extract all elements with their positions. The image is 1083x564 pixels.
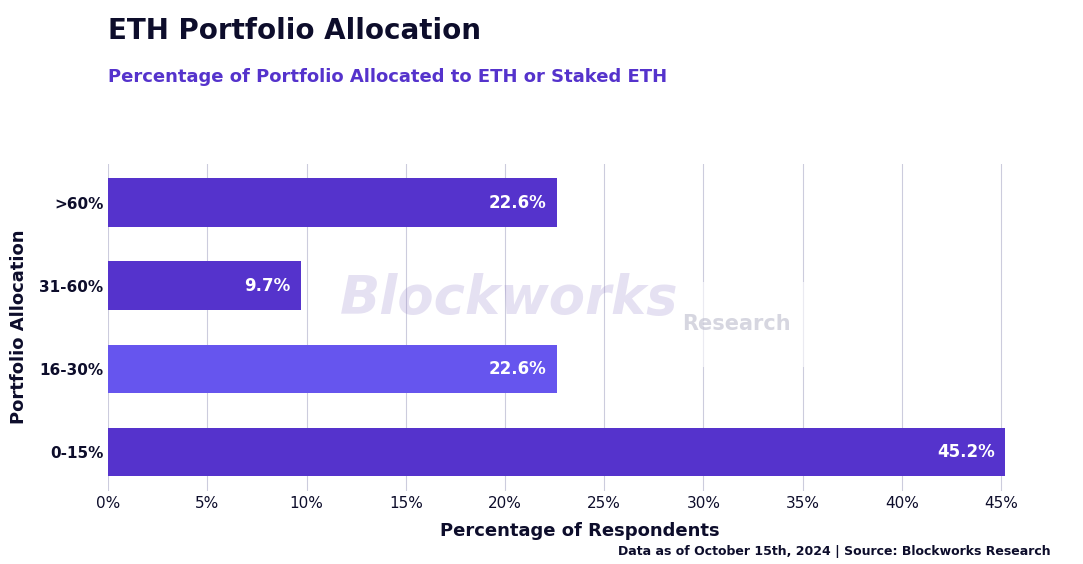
X-axis label: Percentage of Respondents: Percentage of Respondents xyxy=(440,522,719,540)
Text: 22.6%: 22.6% xyxy=(488,193,547,212)
Text: 22.6%: 22.6% xyxy=(488,360,547,378)
Bar xyxy=(108,262,301,310)
Text: 9.7%: 9.7% xyxy=(245,276,291,294)
FancyBboxPatch shape xyxy=(652,279,821,369)
Bar xyxy=(108,178,557,227)
Text: Percentage of Portfolio Allocated to ETH or Staked ETH: Percentage of Portfolio Allocated to ETH… xyxy=(108,68,667,86)
Text: Research: Research xyxy=(682,314,791,334)
Bar xyxy=(108,428,1005,476)
Text: Data as of October 15th, 2024 | Source: Blockworks Research: Data as of October 15th, 2024 | Source: … xyxy=(618,545,1051,558)
Bar xyxy=(108,345,557,393)
Text: ETH Portfolio Allocation: ETH Portfolio Allocation xyxy=(108,17,481,45)
Text: 45.2%: 45.2% xyxy=(937,443,995,461)
Text: Blockworks: Blockworks xyxy=(340,273,678,325)
Y-axis label: Portfolio Allocation: Portfolio Allocation xyxy=(10,230,28,424)
